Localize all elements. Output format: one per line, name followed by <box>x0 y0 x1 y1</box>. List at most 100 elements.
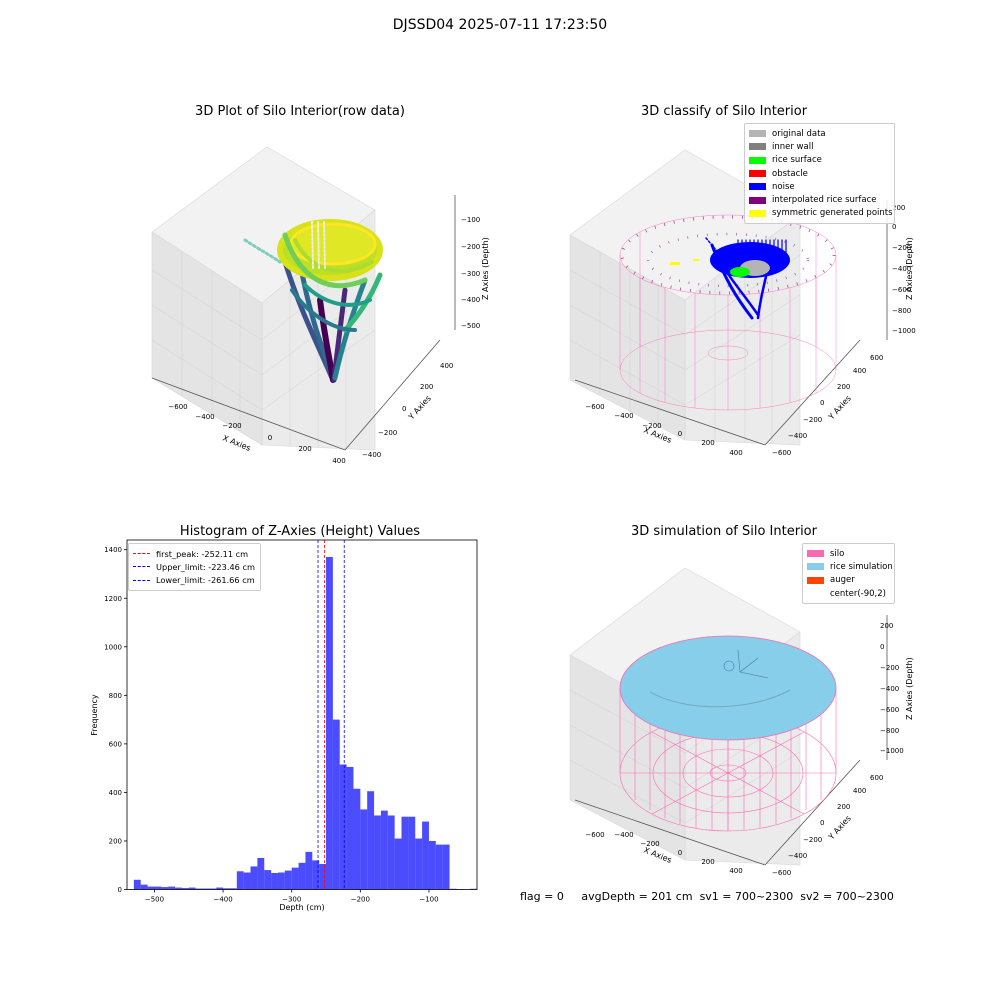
legend-entry-interpolated: interpolated rice surface <box>749 193 890 206</box>
legend-line <box>133 566 150 568</box>
status-flag: flag = 0 <box>520 890 564 903</box>
classify-point-cloud <box>670 237 790 320</box>
histogram-bar <box>243 872 251 890</box>
simulation-auger <box>723 649 769 679</box>
classify-ztick: −1000 <box>892 327 916 335</box>
histogram-bar <box>298 862 306 890</box>
histogram-bar <box>332 719 340 890</box>
legend-entry-original-data: original data <box>749 127 890 140</box>
legend-entry-upper-limit: Upper_limit: -223.46 cm <box>133 560 256 573</box>
y-tick-label: 0 <box>118 886 122 894</box>
histogram-bar <box>161 887 169 890</box>
status-sv2: sv2 = 700~2300 <box>800 890 894 903</box>
simulation-xtick: −400 <box>614 831 633 839</box>
histogram-bar <box>147 886 155 890</box>
classify-xtick: 400 <box>729 449 742 457</box>
simulation-ytick: −400 <box>788 852 807 860</box>
histogram-bar <box>271 872 278 890</box>
legend-line <box>133 579 150 581</box>
histogram-x-ticks: −500 −400 −300 −200 −100 <box>145 889 439 904</box>
histogram-bar <box>154 886 162 890</box>
raw-ytick: −200 <box>378 429 397 437</box>
raw-xtick: 200 <box>298 445 311 453</box>
classify-zlabel: Z Axies (Depth) <box>905 237 914 300</box>
legend-entry-silo: silo <box>807 547 890 560</box>
raw-panel-title: 3D Plot of Silo Interior(row data) <box>195 104 405 119</box>
simulation-xtick: −200 <box>640 840 659 848</box>
raw-ztick: −100 <box>461 216 480 224</box>
legend-entry-symmetric: symmetric generated points <box>749 207 893 220</box>
simulation-legend: silo rice simulation auger center(-90,2) <box>802 543 895 605</box>
classify-ytick: 200 <box>837 383 850 391</box>
legend-swatch <box>749 170 766 178</box>
legend-swatch <box>749 143 766 151</box>
histogram-title: Histogram of Z-Axies (Height) Values <box>179 524 421 539</box>
histogram-bar <box>277 872 285 890</box>
raw-xtick: −400 <box>195 413 214 421</box>
simulation-ytick: 0 <box>820 819 824 827</box>
histogram-bar <box>209 888 217 890</box>
raw-ytick: −400 <box>362 451 381 459</box>
x-tick-label: −400 <box>213 896 232 904</box>
histogram-xlabel: Depth (cm) <box>279 903 324 912</box>
y-tick-label: 200 <box>109 837 122 845</box>
classify-ytick: −400 <box>788 432 807 440</box>
classify-ztick: −800 <box>892 307 911 315</box>
classify-3d-plot: −600 −400 −200 0 200 400 −600 −400 −200 … <box>569 149 916 457</box>
legend-swatch <box>749 209 766 217</box>
histogram-ylabel: Frequency <box>90 694 99 736</box>
raw-ztick: −300 <box>461 270 480 278</box>
legend-entry-first-peak: first_peak: -252.11 cm <box>133 547 256 560</box>
raw-xtick: 0 <box>268 434 272 442</box>
simulation-3d-plot: −600 −400 −200 0 200 400 −600 −400 −200 … <box>569 567 914 877</box>
simulation-ztick: −600 <box>880 706 899 714</box>
legend-swatch <box>749 130 766 138</box>
y-tick-label: 1200 <box>104 595 122 603</box>
histogram-bar <box>202 888 210 890</box>
status-line: flag = 0 avgDepth = 201 cm sv1 = 700~230… <box>520 890 894 903</box>
histogram-bar <box>195 888 203 890</box>
simulation-ytick: −200 <box>803 836 822 844</box>
histogram-bar <box>140 884 148 890</box>
classify-legend: original data inner wall rice surface ob… <box>744 123 895 225</box>
raw-ytick: 200 <box>420 383 433 391</box>
classify-xtick: 0 <box>678 430 682 438</box>
histogram-bar <box>380 810 388 890</box>
classify-xtick: −600 <box>585 403 604 411</box>
histogram-bar <box>353 788 361 890</box>
histogram-bar <box>408 816 416 890</box>
x-tick-label: −300 <box>282 896 301 904</box>
legend-swatch <box>749 196 766 204</box>
simulation-xtick: 200 <box>701 858 714 866</box>
histogram-bar <box>339 764 347 890</box>
simulation-ylabel: Y Axies <box>826 814 853 842</box>
classify-ytick: 0 <box>820 399 824 407</box>
histogram-legend: first_peak: -252.11 cm Upper_limit: -223… <box>128 543 261 591</box>
legend-swatch <box>807 550 824 558</box>
classify-ytick: −200 <box>803 416 822 424</box>
x-tick-label: −500 <box>145 896 164 904</box>
classify-ytick: 400 <box>853 367 866 375</box>
histogram-y-ticks: 0 200 400 600 800 1000 1200 1400 <box>104 546 127 894</box>
simulation-ztick: −800 <box>880 727 899 735</box>
raw-xtick: −600 <box>168 403 187 411</box>
histogram-bar <box>291 867 299 890</box>
classify-ylabel: Y Axies <box>826 394 853 422</box>
figure-title: DJSSD04 2025-07-11 17:23:50 <box>392 17 608 33</box>
classify-silo-wireframe <box>619 214 837 411</box>
raw-point-cloud <box>243 219 383 383</box>
classify-ztick: −600 <box>892 286 911 294</box>
raw-ztick: −200 <box>461 243 480 251</box>
classify-xtick: −400 <box>614 412 633 420</box>
histogram-bar <box>257 857 265 890</box>
histogram-bar <box>435 844 443 890</box>
histogram-bar <box>394 838 402 890</box>
legend-swatch <box>749 183 766 191</box>
simulation-ytick: 200 <box>837 803 850 811</box>
histogram-bar <box>133 879 141 890</box>
histogram-chart: −500 −400 −300 −200 −100 0 200 400 600 800 1000 12… <box>90 539 478 912</box>
simulation-ztick: −1000 <box>880 747 904 755</box>
simulation-xtick: 400 <box>729 867 742 875</box>
y-tick-label: 1000 <box>104 643 122 651</box>
histogram-bar <box>312 860 320 890</box>
